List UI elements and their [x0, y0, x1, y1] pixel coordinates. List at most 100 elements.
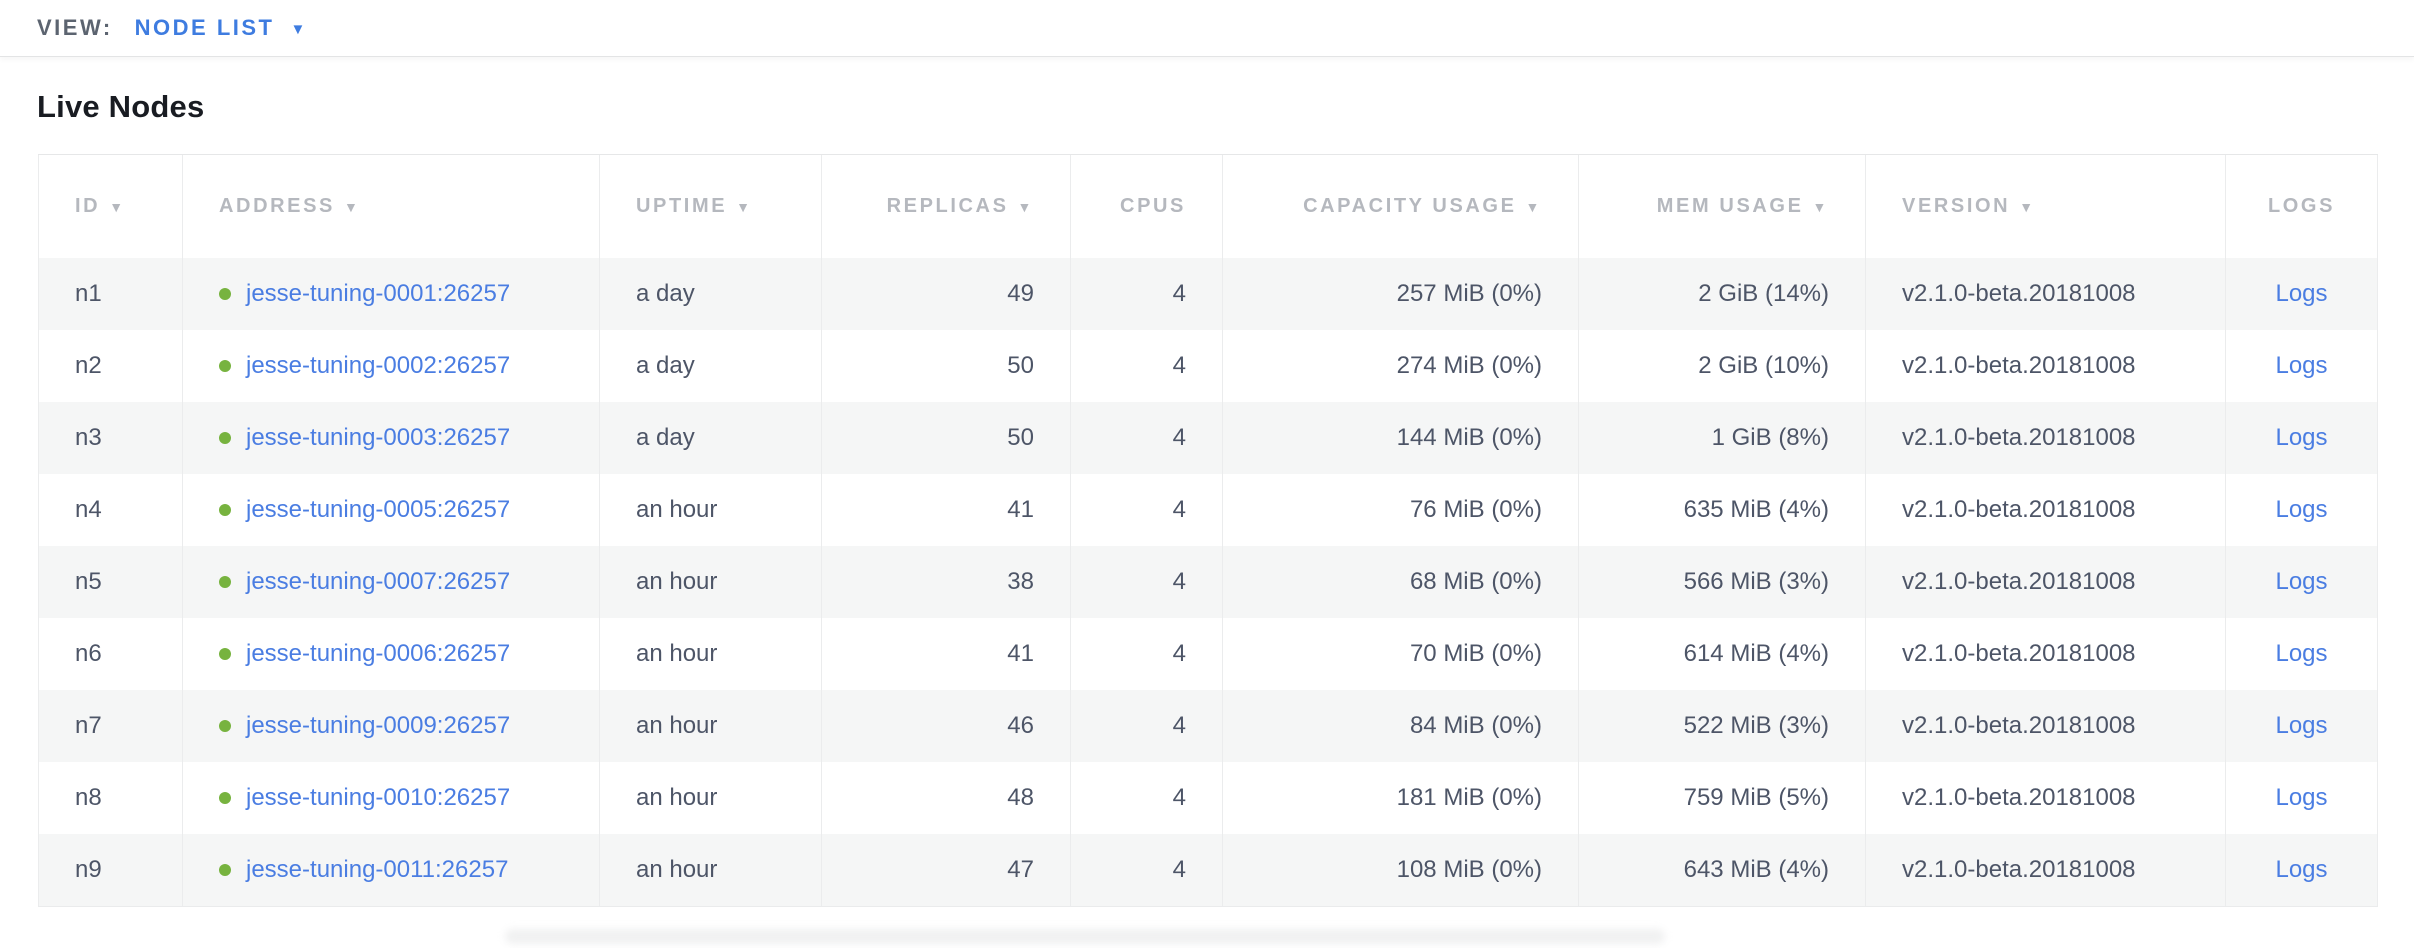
column-header-logs: LOGS — [2226, 155, 2378, 258]
node-logs-link[interactable]: Logs — [2275, 424, 2328, 451]
cell-address: jesse-tuning-0005:26257 — [183, 474, 600, 546]
table-row: n6 jesse-tuning-0006:26257 an hour 41 4 70 Mi… — [38, 618, 2378, 690]
node-logs-link[interactable]: Logs — [2275, 568, 2328, 595]
view-dropdown[interactable]: NODE LIST ▼ — [135, 15, 306, 41]
node-address-link[interactable]: jesse-tuning-0007:26257 — [246, 568, 511, 595]
cell-id: n8 — [38, 762, 183, 834]
cell-logs: Logs — [2226, 402, 2378, 474]
node-live-status-icon — [219, 576, 231, 588]
node-address-link[interactable]: jesse-tuning-0002:26257 — [246, 352, 511, 379]
cell-replicas: 48 — [822, 762, 1071, 834]
cell-mem-usage: 759 MiB (5%) — [1579, 762, 1866, 834]
cell-uptime: an hour — [600, 762, 822, 834]
cell-logs: Logs — [2226, 690, 2378, 762]
cell-version: v2.1.0-beta.20181008 — [1866, 402, 2226, 474]
cell-capacity-usage: 144 MiB (0%) — [1223, 402, 1579, 474]
node-live-status-icon — [219, 288, 231, 300]
cell-capacity-usage: 108 MiB (0%) — [1223, 834, 1579, 906]
column-header-id[interactable]: ID ▼ — [38, 155, 183, 258]
cell-logs: Logs — [2226, 330, 2378, 402]
node-live-status-icon — [219, 792, 231, 804]
cell-capacity-usage: 274 MiB (0%) — [1223, 330, 1579, 402]
node-address-link[interactable]: jesse-tuning-0011:26257 — [246, 856, 509, 883]
node-logs-link[interactable]: Logs — [2275, 784, 2328, 811]
column-header-label: VERSION — [1902, 195, 2011, 217]
cell-mem-usage: 522 MiB (3%) — [1579, 690, 1866, 762]
cell-version: v2.1.0-beta.20181008 — [1866, 546, 2226, 618]
live-nodes-screen: VIEW: NODE LIST ▼ Live Nodes ID ▼ ADDRESS ▼… — [0, 15, 2414, 944]
cell-cpus: 4 — [1071, 618, 1223, 690]
column-header-cpus: CPUS — [1071, 155, 1223, 258]
column-header-mem-usage[interactable]: MEM USAGE ▼ — [1579, 155, 1866, 258]
cell-version: v2.1.0-beta.20181008 — [1866, 618, 2226, 690]
node-live-status-icon — [219, 504, 231, 516]
node-live-status-icon — [219, 432, 231, 444]
node-address-link[interactable]: jesse-tuning-0009:26257 — [246, 712, 511, 739]
cell-id: n4 — [38, 474, 183, 546]
cell-mem-usage: 566 MiB (3%) — [1579, 546, 1866, 618]
table-row: n1 jesse-tuning-0001:26257 a day 49 4 257 MiB… — [38, 258, 2378, 330]
cell-uptime: a day — [600, 258, 822, 330]
column-header-address[interactable]: ADDRESS ▼ — [183, 155, 600, 258]
cell-logs: Logs — [2226, 762, 2378, 834]
cell-mem-usage: 635 MiB (4%) — [1579, 474, 1866, 546]
column-header-capacity-usage[interactable]: CAPACITY USAGE ▼ — [1223, 155, 1579, 258]
cell-id: n1 — [38, 258, 183, 330]
cell-uptime: an hour — [600, 474, 822, 546]
cell-version: v2.1.0-beta.20181008 — [1866, 474, 2226, 546]
table-body: n1 jesse-tuning-0001:26257 a day 49 4 257 MiB… — [38, 258, 2378, 906]
column-header-label: CPUS — [1120, 195, 1186, 217]
horizontal-scrollbar[interactable] — [505, 929, 1665, 944]
node-address-link[interactable]: jesse-tuning-0005:26257 — [246, 496, 511, 523]
cell-cpus: 4 — [1071, 762, 1223, 834]
cell-address: jesse-tuning-0006:26257 — [183, 618, 600, 690]
cell-mem-usage: 2 GiB (10%) — [1579, 330, 1866, 402]
cell-version: v2.1.0-beta.20181008 — [1866, 690, 2226, 762]
cell-logs: Logs — [2226, 474, 2378, 546]
view-label: VIEW: — [37, 15, 113, 40]
view-dropdown-value[interactable]: NODE LIST — [134, 15, 275, 40]
cell-capacity-usage: 257 MiB (0%) — [1223, 258, 1579, 330]
sort-descending-icon: ▼ — [2019, 198, 2036, 215]
node-address-link[interactable]: jesse-tuning-0003:26257 — [246, 424, 511, 451]
column-header-uptime[interactable]: UPTIME ▼ — [600, 155, 822, 258]
cell-mem-usage: 643 MiB (4%) — [1579, 834, 1866, 906]
sort-descending-icon: ▼ — [109, 198, 126, 215]
cell-cpus: 4 — [1071, 330, 1223, 402]
node-logs-link[interactable]: Logs — [2275, 280, 2328, 307]
cell-cpus: 4 — [1071, 546, 1223, 618]
cell-uptime: an hour — [600, 690, 822, 762]
node-live-status-icon — [219, 720, 231, 732]
cell-address: jesse-tuning-0007:26257 — [183, 546, 600, 618]
sort-descending-icon: ▼ — [1017, 198, 1034, 215]
node-logs-link[interactable]: Logs — [2275, 352, 2328, 379]
cell-address: jesse-tuning-0010:26257 — [183, 762, 600, 834]
column-header-label: ADDRESS — [219, 195, 335, 217]
node-address-link[interactable]: jesse-tuning-0010:26257 — [246, 784, 511, 811]
node-logs-link[interactable]: Logs — [2275, 496, 2328, 523]
table-row: n2 jesse-tuning-0002:26257 a day 50 4 274 MiB… — [38, 330, 2378, 402]
cell-cpus: 4 — [1071, 258, 1223, 330]
cell-address: jesse-tuning-0011:26257 — [183, 834, 600, 906]
cell-cpus: 4 — [1071, 474, 1223, 546]
node-address-link[interactable]: jesse-tuning-0006:26257 — [246, 640, 511, 667]
column-header-version[interactable]: VERSION ▼ — [1866, 155, 2226, 258]
page-title: Live Nodes — [37, 89, 205, 124]
node-logs-link[interactable]: Logs — [2275, 856, 2328, 883]
live-nodes-table: ID ▼ ADDRESS ▼ UPTIME ▼ REPLICAS ▼ CPUS CAPACITY … — [38, 154, 2378, 907]
node-logs-link[interactable]: Logs — [2275, 640, 2328, 667]
cell-replicas: 50 — [822, 402, 1071, 474]
node-logs-link[interactable]: Logs — [2275, 712, 2328, 739]
sort-descending-icon: ▼ — [736, 198, 753, 215]
cell-id: n9 — [38, 834, 183, 906]
node-address-link[interactable]: jesse-tuning-0001:26257 — [246, 280, 511, 307]
column-header-replicas[interactable]: REPLICAS ▼ — [822, 155, 1071, 258]
cell-mem-usage: 614 MiB (4%) — [1579, 618, 1866, 690]
cell-uptime: a day — [600, 402, 822, 474]
node-live-status-icon — [219, 648, 231, 660]
cell-replicas: 46 — [822, 690, 1071, 762]
cell-version: v2.1.0-beta.20181008 — [1866, 258, 2226, 330]
chevron-down-icon: ▼ — [290, 20, 306, 38]
cell-uptime: an hour — [600, 834, 822, 906]
column-header-label: UPTIME — [636, 195, 728, 217]
